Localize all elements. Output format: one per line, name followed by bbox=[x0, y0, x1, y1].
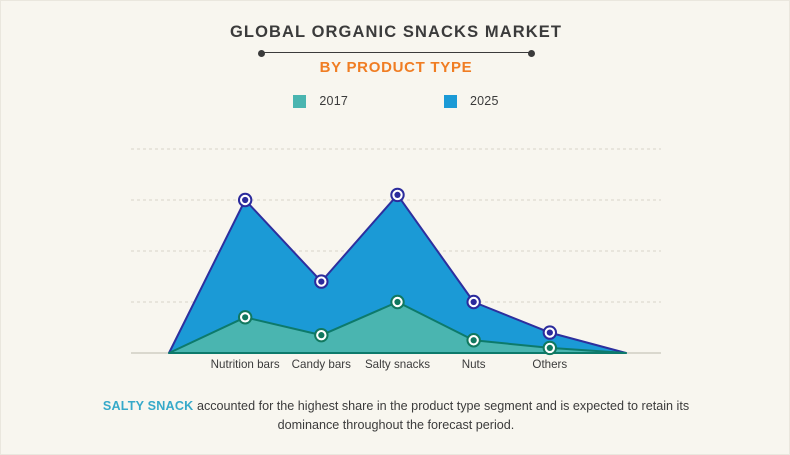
x-axis-label: Salty snacks bbox=[364, 358, 431, 371]
x-axis-label: Others bbox=[532, 358, 568, 371]
caption-text-line2: and is expected to retain its dominance … bbox=[277, 399, 690, 432]
divider-dot-left bbox=[258, 49, 265, 57]
legend-swatch-2025 bbox=[444, 94, 457, 108]
page-title: GLOBAL ORGANIC SNACKS MARKET bbox=[229, 23, 563, 41]
series-area-2025 bbox=[168, 193, 627, 354]
data-point-marker[interactable] bbox=[242, 314, 249, 321]
data-point-marker[interactable] bbox=[394, 191, 401, 198]
legend-label-2025: 2025 bbox=[470, 94, 499, 108]
data-point-marker[interactable] bbox=[242, 196, 249, 204]
legend-swatch-2017 bbox=[293, 94, 307, 108]
x-axis-labels: Nutrition bars Candy bars Salty snacks Nuts… bbox=[131, 358, 661, 394]
data-point-marker[interactable] bbox=[318, 278, 325, 285]
x-axis-label: Nutrition bars bbox=[210, 358, 280, 371]
data-point-marker[interactable] bbox=[546, 329, 553, 336]
data-point-marker[interactable] bbox=[546, 344, 553, 351]
title-divider bbox=[258, 48, 535, 57]
data-point-marker[interactable] bbox=[394, 298, 401, 306]
chart-legend: 2017 2025 bbox=[1, 94, 790, 108]
x-axis-label: Nuts bbox=[461, 358, 486, 371]
legend-item-2017: 2017 bbox=[293, 94, 348, 108]
chart-caption: SALTY SNACK accounted for the highest sh… bbox=[96, 397, 696, 435]
data-point-marker[interactable] bbox=[470, 337, 477, 344]
series-area-2017 bbox=[168, 301, 627, 354]
x-axis-label: Candy bars bbox=[291, 358, 351, 371]
divider-line bbox=[262, 52, 531, 54]
data-point-marker[interactable] bbox=[470, 298, 477, 306]
caption-text-line1: accounted for the highest share in the p… bbox=[193, 399, 533, 413]
legend-label-2017: 2017 bbox=[319, 94, 348, 108]
chart-plot-area bbox=[131, 141, 661, 357]
area-chart-svg bbox=[131, 148, 661, 356]
caption-highlight: SALTY SNACK bbox=[102, 399, 194, 413]
data-point-marker[interactable] bbox=[318, 332, 325, 339]
divider-dot-right bbox=[528, 49, 535, 57]
page-subtitle: BY PRODUCT TYPE bbox=[319, 59, 473, 76]
legend-item-2025: 2025 bbox=[444, 94, 499, 108]
